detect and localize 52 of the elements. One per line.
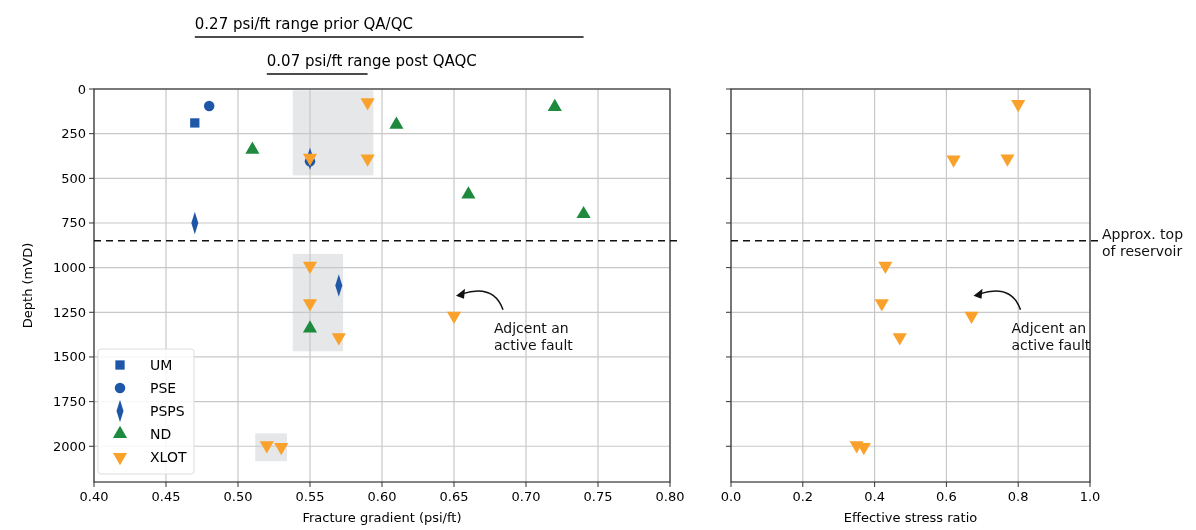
point (274, 443, 289, 456)
legend-label: PSE (150, 380, 177, 396)
point (874, 299, 889, 312)
x-tick-label: 1.0 (1079, 489, 1101, 504)
x-tick-label: 0.40 (79, 489, 109, 504)
x-tick-label: 0.50 (223, 489, 253, 504)
point (964, 311, 979, 325)
y-tick-label: 1750 (52, 394, 86, 410)
x-tick-label: 0.75 (583, 489, 613, 504)
y-tick-label: 500 (61, 170, 86, 186)
x-axis-title: Effective stress ratio (843, 510, 978, 525)
text: 0.07 psi/ft range post QAQC (266, 52, 477, 70)
legend-label: PSPS (150, 403, 185, 419)
point (1000, 154, 1015, 167)
x-tick-label: 0.45 (151, 489, 181, 504)
y-tick-label: 0 (77, 81, 86, 97)
x-tick-label: 0.70 (511, 489, 541, 504)
y-tick-label: 250 (61, 126, 86, 142)
x-tick-label: 0.2 (792, 489, 814, 504)
y-tick-label: 2000 (52, 438, 86, 454)
point (446, 311, 462, 325)
x-tick-label: 0.60 (367, 489, 397, 504)
point (302, 299, 318, 312)
point (892, 333, 907, 346)
y-tick-label: 1250 (52, 304, 86, 320)
x-tick-label: 0.8 (1007, 489, 1029, 504)
legend-label: ND (150, 426, 172, 442)
point (190, 118, 200, 128)
point (878, 261, 893, 275)
x-tick-label: 0.6 (936, 489, 957, 504)
x-tick-label: 0.65 (439, 489, 469, 504)
y-tick-label: 1000 (52, 260, 86, 276)
x-tick-label: 0.55 (295, 489, 325, 504)
x-axis-title: Fracture gradient (psi/ft) (302, 510, 462, 525)
point (331, 333, 346, 346)
point (1011, 100, 1026, 113)
point (946, 155, 961, 168)
x-tick-label: 0.0 (720, 489, 742, 504)
annotation: Adjcent an active fault (494, 319, 574, 353)
text: 0.27 psi/ft range prior QA/QC (194, 15, 413, 33)
ref-line-label: Approx. top of reservoir (1102, 225, 1184, 259)
y-axis-title: Depth (mVD) (20, 242, 35, 329)
legend-label: XLOT (150, 449, 187, 465)
point (360, 98, 375, 111)
point (302, 261, 318, 275)
legend-label: UM (150, 357, 173, 373)
point (203, 100, 215, 112)
point (360, 154, 375, 167)
y-tick-label: 1500 (52, 349, 86, 365)
x-tick-label: 0.80 (655, 489, 685, 504)
y-tick-label: 750 (61, 215, 86, 231)
x-tick-label: 0.4 (864, 489, 885, 504)
